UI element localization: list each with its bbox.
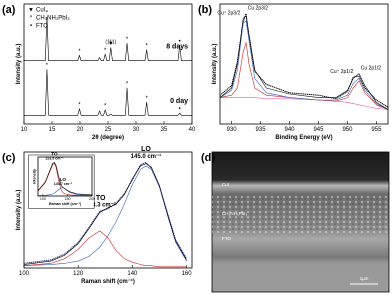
annotation: Cu 2p1/2: [361, 66, 382, 72]
x-axis-label: Raman shift (cm⁻¹): [49, 202, 82, 206]
y-axis-label: Intensity: [33, 169, 37, 184]
legend-text: CH₃NH₃PbI₃: [36, 16, 70, 22]
panel-label: (d): [201, 152, 215, 164]
annotation-detail: 123.5 cm⁻¹: [45, 157, 64, 161]
series-line: [37, 162, 93, 196]
series-line: [219, 15, 389, 110]
legend-symbol: •: [30, 24, 32, 30]
x-axis-label: 2θ (degree): [92, 135, 124, 141]
plot-frame: [23, 3, 193, 125]
peak-marker: *: [126, 37, 129, 43]
series-line: [220, 97, 389, 110]
y-axis-label: Intensity (a.u.): [16, 190, 22, 231]
x-tick-label: 950: [342, 127, 353, 133]
annotation-detail: 128.3 cm⁻¹: [85, 202, 116, 209]
inset-background: [28, 154, 95, 209]
x-tick-label: 150: [64, 197, 70, 201]
panel-label: (a): [2, 4, 16, 16]
legend-symbol: ▼: [28, 8, 34, 14]
annotation: Cu⁺ 2p1/2: [330, 69, 353, 75]
series-line: [24, 69, 192, 116]
series-line: [24, 16, 192, 62]
series-line: [219, 20, 389, 110]
x-tick-label: 120: [73, 271, 84, 277]
series-line: [23, 163, 187, 265]
x-tick-label: 25: [105, 127, 112, 133]
legend-symbol: *: [30, 16, 33, 22]
peak-marker: *: [46, 11, 49, 17]
legend-text: CuI: [36, 8, 46, 14]
peak-marker: *: [104, 103, 107, 109]
peak-marker: •: [179, 39, 181, 45]
series-line: [23, 165, 187, 266]
x-tick-label: 10: [21, 127, 28, 133]
peak-marker: *: [78, 49, 81, 55]
peak-marker: •: [179, 107, 181, 113]
x-tick-label: 160: [182, 271, 193, 277]
panel-label: (c): [2, 152, 16, 164]
plot-frame: [37, 156, 93, 197]
annotation: TO: [51, 152, 58, 157]
peak-marker: ▼: [108, 41, 114, 47]
series-label: 0 day: [170, 98, 188, 105]
plot-frame: [23, 151, 193, 269]
annotation-detail: 145.0 cm⁻¹: [131, 153, 162, 160]
x-tick-label: 100: [40, 197, 46, 201]
perovskite-texture: [212, 195, 389, 233]
x-tick-label: 930: [227, 127, 238, 133]
panel-label: (b): [198, 4, 212, 16]
peak-marker: *: [46, 63, 49, 69]
layer-label: CH₃NH₃PbI₃: [222, 211, 247, 216]
x-tick-label: 945: [313, 127, 324, 133]
layer-label: CuI: [222, 182, 229, 187]
annotation-detail: 140.7 cm⁻¹: [54, 182, 73, 186]
annotation: (111): [105, 40, 116, 46]
series-line: [23, 230, 187, 268]
x-tick-label: 140: [127, 271, 138, 277]
annotation: LO: [141, 146, 151, 153]
x-tick-label: 35: [161, 127, 168, 133]
plot-frame: [219, 3, 389, 125]
annotation: Cu 2p3/2: [248, 6, 269, 12]
peak-marker: *: [104, 48, 107, 54]
y-axis-label: Intensity (a.u.): [212, 44, 218, 85]
x-tick-label: 30: [133, 127, 140, 133]
peak-marker: *: [145, 43, 148, 49]
series-line: [37, 187, 93, 196]
x-tick-label: 935: [256, 127, 267, 133]
series-line: [37, 163, 93, 196]
x-tick-label: 955: [371, 127, 382, 133]
annotation: TO: [96, 195, 106, 202]
x-tick-label: 940: [285, 127, 296, 133]
x-tick-label: 40: [189, 127, 196, 133]
legend-text: FTO: [36, 24, 48, 30]
x-tick-label: 100: [19, 271, 30, 277]
x-axis-label: Raman shift (cm⁻¹): [81, 278, 135, 285]
y-axis-label: Intensity (a.u.): [16, 44, 22, 85]
peak-marker: *: [126, 82, 129, 88]
x-tick-label: 200: [89, 197, 95, 201]
x-tick-label: 15: [49, 127, 56, 133]
series-line: [219, 13, 389, 108]
panel-d: (d) CuI CH₃NH₃PbI₃ FTO 1μm: [201, 151, 390, 293]
peak-marker: *: [78, 102, 81, 108]
annotation: Cu⁺ 2p3/2: [217, 10, 240, 16]
x-axis-label: Binding Energy (eV): [275, 135, 332, 141]
peak-marker: *: [145, 96, 148, 102]
scale-bar-label: 1μm: [360, 276, 369, 281]
annotation: LO: [60, 177, 67, 182]
series-label: 8 days: [166, 44, 188, 51]
x-tick-label: 20: [77, 127, 84, 133]
layer-label: FTO: [222, 236, 231, 241]
